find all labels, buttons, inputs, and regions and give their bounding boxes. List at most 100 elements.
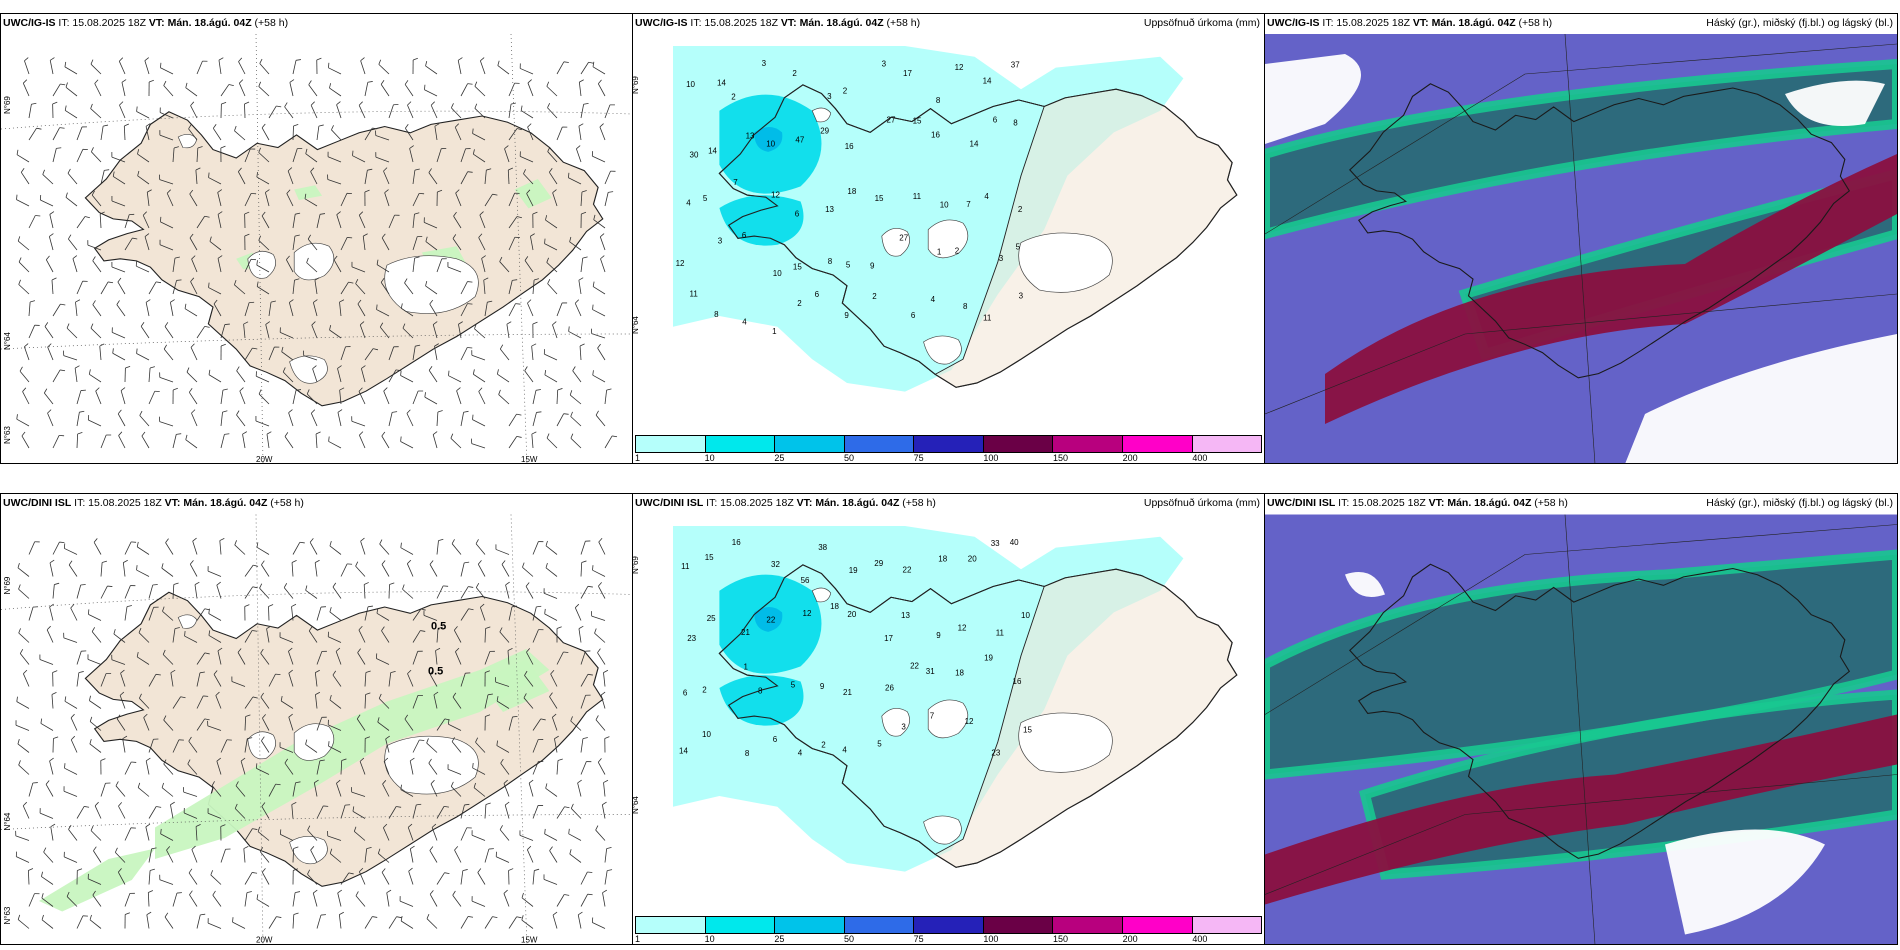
colorbar-tick-label: 150	[1053, 934, 1069, 944]
colorbar-swatch	[983, 917, 1054, 933]
precip-value: 27	[899, 234, 908, 243]
glacier	[881, 707, 910, 737]
precip-value: 26	[885, 683, 894, 692]
clear-area	[1785, 80, 1885, 126]
precip-value: 30	[690, 151, 699, 160]
lon-label: 15W	[521, 455, 538, 464]
lat-label: N°69	[633, 76, 640, 94]
colorbar-tick-label: 75	[913, 934, 924, 944]
precip-value: 18	[830, 602, 839, 611]
lat-label: N°64	[3, 332, 12, 350]
precip-value: 38	[818, 543, 827, 552]
wind-map: N°69 N°64 N°63 20W 15W 0.5 0.5	[1, 514, 632, 945]
glacier	[1018, 232, 1113, 293]
precip-value: 1	[772, 327, 777, 336]
iceland-coast	[84, 111, 604, 407]
colorbar-tick-label: 1	[635, 934, 641, 944]
lat-label: N°69	[3, 96, 12, 114]
colorbar-tick-label: 10	[704, 934, 715, 944]
glacier	[811, 587, 832, 603]
precip-value: 6	[993, 115, 998, 124]
precip-value: 4	[742, 318, 747, 327]
lat-label: N°63	[3, 906, 12, 924]
colorbar-swatch	[775, 436, 845, 452]
lat-label: N°63	[3, 426, 12, 444]
precip-value: 2	[731, 92, 736, 101]
colorbar-tick-label: 25	[774, 934, 785, 944]
precip-value: 5	[846, 261, 851, 270]
precip-value: 15	[1023, 726, 1032, 735]
low-cloud-band	[1265, 58, 1897, 240]
glacier	[1018, 712, 1113, 773]
colorbar-swatch	[705, 436, 776, 452]
panel-title: UWC/DINI ISL IT: 15.08.2025 18Z VT: Mán.…	[3, 497, 304, 509]
precip-value: 14	[717, 78, 726, 87]
clear-area	[1625, 334, 1897, 463]
precip-value: 4	[931, 295, 936, 304]
precip-value: 12	[676, 259, 685, 268]
lat-label: N°64	[633, 796, 640, 814]
precip-value: 2	[797, 299, 802, 308]
lon-label: 15W	[521, 936, 538, 945]
colorbar-tick-label: 400	[1192, 934, 1208, 944]
precip-value: 6	[795, 210, 800, 219]
precip-value: 15	[793, 263, 802, 272]
precip-shade	[294, 185, 323, 200]
precip-value: 32	[771, 560, 780, 569]
cloud-map	[1265, 514, 1897, 944]
precip-value: 11	[913, 192, 922, 201]
precip-value: 16	[845, 142, 854, 151]
glacier	[927, 699, 969, 739]
precip-value: 31	[926, 667, 935, 676]
precip-colorbar	[635, 435, 1262, 453]
precip-value: 12	[771, 191, 780, 200]
clear-area	[1665, 829, 1825, 935]
precip-value: 12	[965, 717, 974, 726]
colorbar-swatch	[844, 436, 915, 452]
precip-value: 9	[844, 311, 849, 320]
colorbar-swatch	[844, 917, 915, 933]
precip-value: 11	[681, 562, 690, 571]
glacier	[811, 107, 832, 123]
precip-value: 6	[683, 689, 688, 698]
precip-value: 17	[903, 69, 912, 78]
glacier	[384, 735, 479, 795]
precip-value: 6	[742, 231, 747, 240]
precip-value: 18	[847, 187, 856, 196]
precip-value: 12	[958, 624, 967, 633]
wind-value-label: 0.5	[431, 621, 446, 633]
glacier	[384, 255, 479, 314]
precip-value: 16	[732, 538, 741, 547]
precip-value: 6	[911, 311, 916, 320]
colorbar-tick-label: 100	[983, 453, 999, 463]
precip-value: 7	[733, 178, 738, 187]
lon-label: 20W	[256, 455, 273, 464]
colorbar-tick-label: 50	[844, 934, 855, 944]
precip-value: 8	[714, 310, 719, 319]
glacier	[923, 815, 962, 845]
precip-value: 22	[903, 566, 912, 575]
precip-value: 2	[821, 740, 826, 749]
panel-row2-wind: UWC/DINI ISL IT: 15.08.2025 18Z VT: Mán.…	[0, 493, 633, 945]
precip-value: 4	[686, 199, 691, 208]
colorbar-tick-label: 75	[913, 453, 924, 463]
precip-value: 29	[820, 127, 829, 136]
panel-field-label: Uppsöfnuð úrkoma (mm)	[1143, 17, 1260, 29]
panel-field-label: Uppsöfnuð úrkoma (mm)	[1143, 497, 1260, 509]
precip-value: 8	[1013, 119, 1018, 128]
wind-value-label: 0.5	[428, 666, 443, 678]
colorbar-tick-label: 100	[983, 934, 999, 944]
dense-cloud-area	[1265, 714, 1897, 905]
graticule	[1, 34, 632, 463]
precip-value: 9	[936, 631, 941, 640]
colorbar-swatch	[775, 917, 845, 933]
precip-value: 3	[762, 59, 767, 68]
glacier	[923, 335, 962, 365]
precip-value: 10	[773, 269, 782, 278]
precip-heavy-area	[719, 195, 804, 246]
precip-value: 7	[966, 200, 971, 209]
precip-value: 13	[901, 611, 910, 620]
precip-value: 5	[703, 194, 708, 203]
precip-value: 29	[874, 559, 883, 568]
